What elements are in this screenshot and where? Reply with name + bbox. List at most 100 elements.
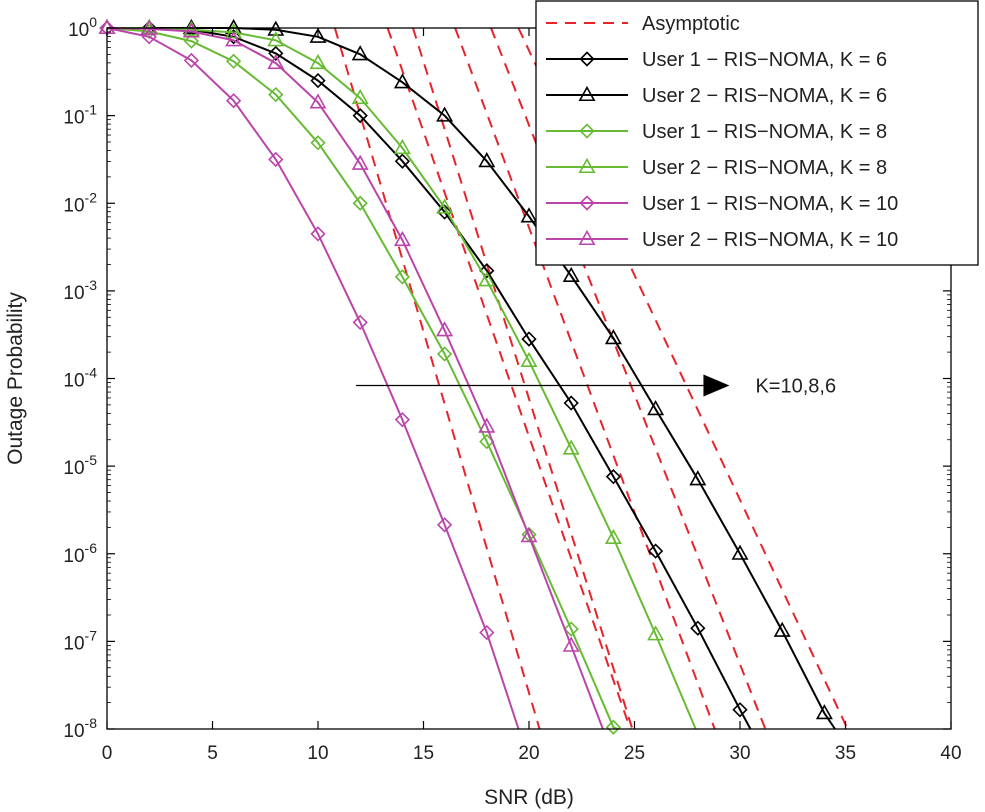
- annotation-arrow-head: [703, 374, 730, 397]
- asymptote-line-1: [333, 27, 541, 730]
- series-line-6: [106, 27, 604, 730]
- data-point-marker: [521, 331, 537, 347]
- series-line-4: [107, 27, 697, 730]
- legend-item: User 1 − RIS−NOMA, K = 8: [546, 121, 887, 143]
- legend-label: User 2 − RIS−NOMA, K = 10: [642, 229, 898, 251]
- data-point-marker: [647, 543, 664, 559]
- data-point-marker: [478, 271, 496, 287]
- x-tick-label: 20: [518, 743, 539, 764]
- asymptote-lines: [333, 27, 849, 730]
- legend-label: User 1 − RIS−NOMA, K = 8: [642, 121, 887, 143]
- legend-marker: [578, 229, 596, 246]
- data-point-marker: [773, 621, 791, 637]
- legend-item: Asymptotic: [546, 13, 740, 35]
- data-point-marker: [732, 702, 748, 718]
- data-point-marker: [520, 527, 538, 543]
- data-point-marker: [647, 625, 665, 641]
- data-point-marker: [520, 207, 538, 223]
- data-point-marker: [563, 621, 579, 637]
- data-point-marker: [352, 107, 368, 124]
- series-line-5: [106, 27, 520, 730]
- data-point-marker: [815, 704, 833, 720]
- data-point-marker: [225, 23, 243, 39]
- data-point-marker: [268, 86, 284, 103]
- data-point-marker: [394, 412, 411, 428]
- data-point-marker: [436, 517, 453, 533]
- data-point-marker: [436, 204, 453, 220]
- legend-item: User 1 − RIS−NOMA, K = 10: [546, 193, 898, 215]
- legend-marker: [579, 123, 595, 139]
- data-point-marker: [309, 93, 327, 109]
- legend-label: Asymptotic: [642, 13, 740, 35]
- data-point-marker: [310, 72, 326, 89]
- data-point-marker: [562, 266, 580, 283]
- legend-label: User 2 − RIS−NOMA, K = 8: [642, 157, 887, 179]
- data-point-marker: [478, 417, 496, 433]
- asymptote-line-2: [386, 27, 632, 730]
- legend-box: [535, 0, 979, 266]
- x-tick-label: 15: [413, 743, 434, 764]
- y-tick-label: 10-1: [63, 102, 97, 129]
- data-point-marker: [183, 52, 200, 69]
- data-point-marker: [562, 636, 580, 652]
- x-tick-label: 10: [307, 743, 328, 764]
- legend-marker: [579, 195, 595, 211]
- legend-marker: [579, 51, 595, 67]
- data-point-marker: [351, 45, 369, 61]
- data-point-marker: [394, 269, 411, 285]
- data-point-marker: [310, 226, 326, 242]
- data-point-marker: [562, 439, 580, 455]
- data-point-marker: [351, 154, 369, 170]
- y-tick-label: 10-3: [63, 277, 97, 304]
- data-point-marker: [225, 93, 242, 109]
- data-point-marker: [605, 469, 622, 485]
- asymptote-line-4: [454, 27, 716, 730]
- x-axis-label: SNR (dB): [484, 786, 574, 809]
- data-point-marker: [352, 314, 368, 331]
- data-point-marker: [436, 106, 454, 122]
- data-point-marker: [479, 263, 495, 279]
- data-point-marker: [352, 195, 368, 211]
- data-point-marker: [182, 18, 200, 35]
- x-tick-label: 25: [624, 743, 645, 764]
- data-point-marker: [351, 88, 369, 105]
- data-point-marker: [689, 470, 707, 486]
- series-line-3: [106, 27, 618, 730]
- data-point-marker: [268, 45, 284, 62]
- legend-item: User 1 − RIS−NOMA, K = 6: [546, 49, 887, 71]
- x-tick-label: 40: [940, 743, 961, 764]
- data-point-marker: [309, 53, 327, 70]
- data-point-marker: [520, 351, 538, 368]
- data-point-marker: [436, 346, 453, 362]
- data-point-marker: [479, 624, 495, 641]
- legend-label: User 1 − RIS−NOMA, K = 10: [642, 193, 898, 215]
- asymptote-line-6: [517, 27, 849, 730]
- y-tick-label: 10-5: [63, 452, 97, 479]
- data-point-marker: [393, 138, 411, 155]
- data-point-marker: [267, 31, 285, 47]
- data-point-marker: [393, 230, 411, 247]
- legend-item: User 2 − RIS−NOMA, K = 10: [546, 229, 898, 251]
- data-point-marker: [478, 152, 496, 168]
- x-tick-label: 30: [729, 743, 750, 764]
- legend: Asymptotic User 1 − RIS−NOMA, K = 6 User 2…: [535, 0, 979, 266]
- y-tick-label: 10-2: [63, 189, 97, 216]
- data-point-marker: [731, 544, 749, 560]
- data-point-marker: [604, 329, 622, 345]
- y-axis-label: Outage Probability: [4, 292, 27, 465]
- asymptote-line-3: [411, 27, 634, 730]
- legend-marker: [578, 157, 596, 174]
- data-point-marker: [436, 198, 454, 214]
- data-point-marker: [309, 27, 327, 43]
- y-tick-label: 10-6: [63, 540, 97, 567]
- data-point-marker: [267, 53, 285, 70]
- y-tick-label: 10-8: [63, 715, 97, 742]
- legend-marker: [578, 85, 596, 102]
- y-tick-label: 10-4: [63, 365, 97, 392]
- data-point-marker: [647, 400, 665, 416]
- data-point-marker: [394, 153, 411, 169]
- data-point-marker: [225, 53, 242, 69]
- data-point-marker: [310, 135, 326, 151]
- x-tick-label: 0: [102, 743, 113, 764]
